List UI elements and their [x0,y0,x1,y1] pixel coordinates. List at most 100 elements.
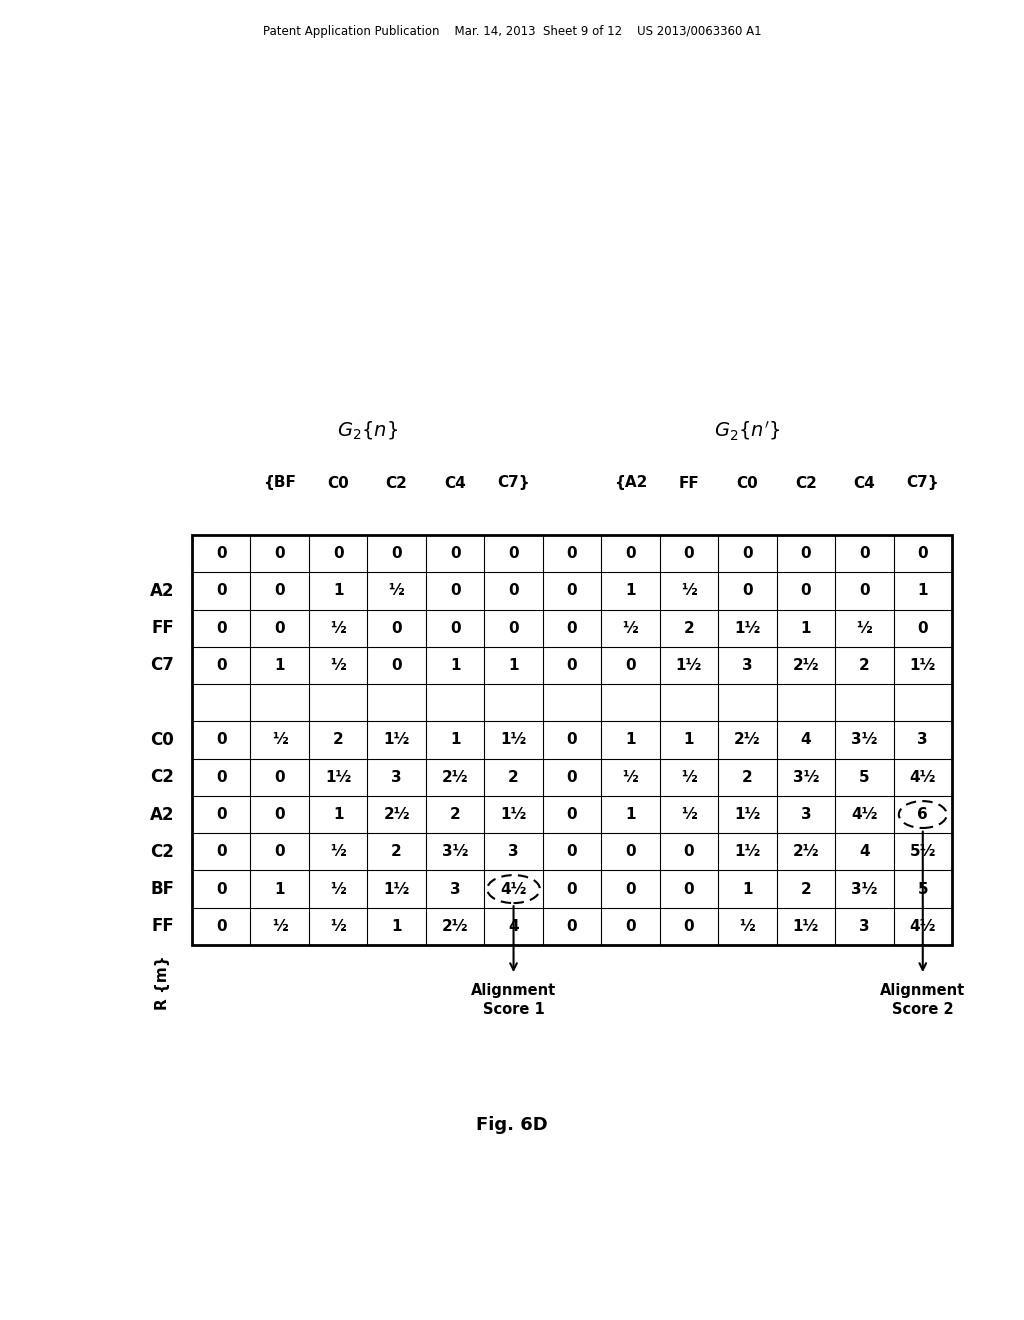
Text: 0: 0 [508,620,519,636]
Text: 0: 0 [625,882,636,896]
Text: 2: 2 [859,657,869,673]
Text: 0: 0 [216,546,226,561]
Text: 1: 1 [274,882,285,896]
Text: C7}: C7} [906,475,939,491]
Text: 0: 0 [391,620,402,636]
Text: 3: 3 [450,882,461,896]
Text: BF: BF [150,880,174,898]
Text: 1: 1 [626,807,636,822]
Text: 3½: 3½ [851,733,878,747]
Text: C2: C2 [151,842,174,861]
Text: {A2: {A2 [613,475,647,491]
Text: 0: 0 [566,733,578,747]
Text: 0: 0 [742,583,753,598]
Text: 0: 0 [801,546,811,561]
Text: ½: ½ [331,845,346,859]
Text: 1½: 1½ [734,620,761,636]
Text: 2½: 2½ [793,845,819,859]
Text: 2½: 2½ [793,657,819,673]
Text: C4: C4 [853,475,876,491]
Text: 1: 1 [626,733,636,747]
Text: 0: 0 [508,583,519,598]
Text: ½: ½ [331,919,346,933]
Text: 0: 0 [625,546,636,561]
Text: FF: FF [152,917,174,936]
Text: 0: 0 [216,919,226,933]
Text: 0: 0 [216,657,226,673]
Text: 6: 6 [918,807,928,822]
Text: 0: 0 [918,620,928,636]
Text: 0: 0 [566,919,578,933]
Text: 1: 1 [684,733,694,747]
Text: 1½: 1½ [793,919,819,933]
Text: 1: 1 [333,583,343,598]
Text: 1: 1 [450,733,461,747]
Text: 2: 2 [742,770,753,785]
Text: 1: 1 [918,583,928,598]
Text: R {m}: R {m} [155,954,170,1010]
Text: 2: 2 [684,620,694,636]
Text: 4½: 4½ [851,807,878,822]
Text: Patent Application Publication    Mar. 14, 2013  Sheet 9 of 12    US 2013/006336: Patent Application Publication Mar. 14, … [263,25,761,38]
Text: ½: ½ [271,919,288,933]
Text: 0: 0 [684,882,694,896]
Text: 0: 0 [625,919,636,933]
Text: 5: 5 [859,770,869,785]
Text: FF: FF [152,619,174,638]
Text: 1: 1 [450,657,461,673]
Text: 0: 0 [274,770,285,785]
Text: 0: 0 [566,546,578,561]
Text: ½: ½ [623,770,638,785]
Text: 1: 1 [508,657,519,673]
Text: 4: 4 [859,845,869,859]
Text: A2: A2 [150,582,174,599]
Text: $G_2\{n\}$: $G_2\{n\}$ [337,418,398,441]
Text: 5½: 5½ [909,845,936,859]
Text: 3½: 3½ [793,770,819,785]
Text: C0: C0 [736,475,758,491]
Text: C4: C4 [444,475,466,491]
Text: 1½: 1½ [909,657,936,673]
Text: 1: 1 [626,583,636,598]
Bar [193,535,952,945]
Text: 0: 0 [684,845,694,859]
Text: 0: 0 [566,845,578,859]
Text: 0: 0 [216,583,226,598]
Text: 0: 0 [859,546,869,561]
Text: 3: 3 [859,919,869,933]
Text: ½: ½ [681,770,696,785]
Text: Alignment
Score 2: Alignment Score 2 [881,983,966,1016]
Text: 1: 1 [391,919,401,933]
Text: 1½: 1½ [384,882,410,896]
Text: 0: 0 [274,546,285,561]
Text: 2½: 2½ [734,733,761,747]
Text: A2: A2 [150,805,174,824]
Text: 2: 2 [450,807,461,822]
Text: 3½: 3½ [851,882,878,896]
Text: 2½: 2½ [441,919,468,933]
Text: 0: 0 [216,733,226,747]
Text: 0: 0 [274,620,285,636]
Text: 2: 2 [391,845,402,859]
Text: Fig. 6D: Fig. 6D [476,1115,548,1134]
Text: 1½: 1½ [676,657,702,673]
Text: 0: 0 [391,546,402,561]
Text: ½: ½ [681,583,696,598]
Text: 0: 0 [274,845,285,859]
Text: 0: 0 [216,882,226,896]
Text: 3: 3 [391,770,402,785]
Text: 0: 0 [566,657,578,673]
Text: 0: 0 [450,620,461,636]
Text: 1½: 1½ [734,845,761,859]
Text: 0: 0 [859,583,869,598]
Text: 0: 0 [274,583,285,598]
Text: ½: ½ [739,919,756,933]
Text: 1: 1 [274,657,285,673]
Text: C2: C2 [795,475,817,491]
Text: 0: 0 [684,919,694,933]
Text: 0: 0 [216,770,226,785]
Text: 3½: 3½ [442,845,468,859]
Text: C0: C0 [151,731,174,748]
Text: 1½: 1½ [325,770,351,785]
Text: 0: 0 [216,807,226,822]
